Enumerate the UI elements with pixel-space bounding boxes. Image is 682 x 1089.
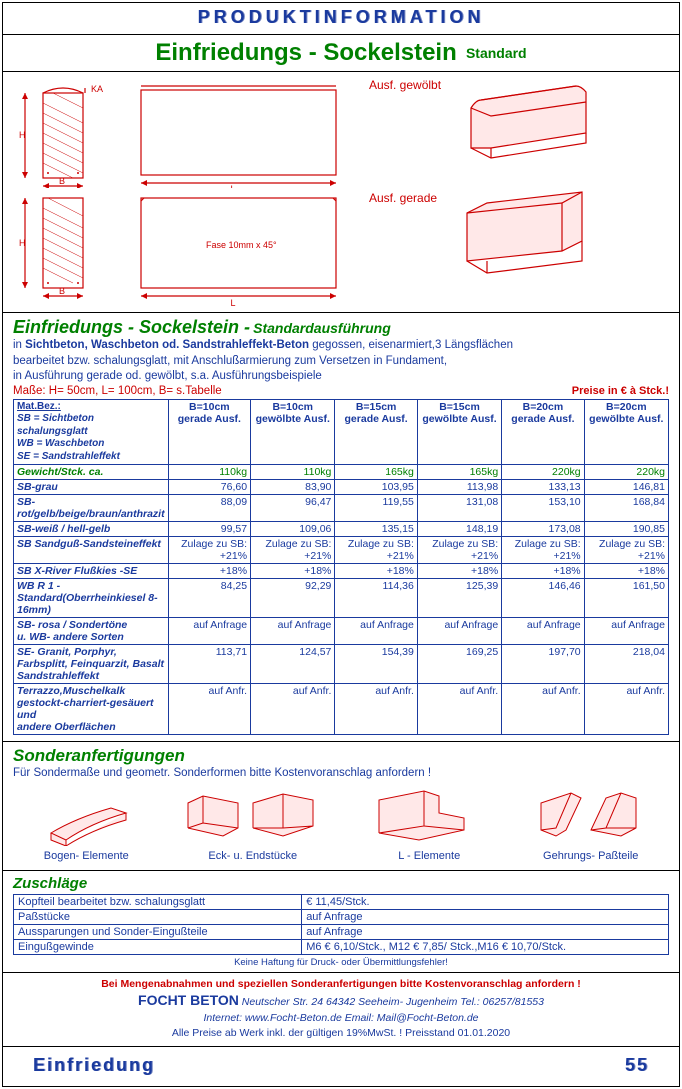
sonder-section: Sonderanfertigungen Für Sondermaße und g… [3, 741, 679, 870]
title-bar: Einfriedungs - Sockelstein Standard [3, 34, 679, 72]
product-section: Einfriedungs - Sockelstein - Standardaus… [3, 312, 679, 741]
legend-title: Mat.Bez.: [17, 401, 61, 412]
legend-sb: SB = Sichtbeton schalungsglatt [17, 413, 94, 437]
page-number: 55 [625, 1055, 649, 1076]
zuschlag-section: Zuschläge Kopfteil bearbeitet bzw. schal… [3, 870, 679, 972]
svg-text:L: L [230, 184, 235, 188]
footer-text: Einfriedung [33, 1055, 155, 1075]
svg-text:H: H [19, 130, 26, 140]
company-addr: Neutscher Str. 24 64342 Seeheim- Jugenhe… [242, 996, 544, 1008]
product-heading-sub: Standardausführung [253, 320, 391, 336]
zuschlag-title: Zuschläge [13, 875, 669, 892]
svg-text:B: B [59, 176, 65, 186]
sonder-item-eck: Eck- u. Endstücke [183, 788, 323, 862]
legend-wb: WB = Waschbeton [17, 438, 104, 449]
sonder-item-bogen: Bogen- Elemente [36, 788, 136, 862]
title-main: Einfriedungs - Sockelstein [155, 39, 456, 66]
no-liability: Keine Haftung für Druck- oder Übermittlu… [13, 955, 669, 970]
side-view-straight: Fase 10mm x 45° L [131, 188, 356, 308]
sonder-title: Sonderanfertigungen [13, 746, 669, 766]
dimensions: Maße: H= 50cm, L= 100cm, B= s.Tabelle [13, 385, 222, 397]
legend-se: SE = Sandstrahleffekt [17, 451, 120, 462]
title-sub: Standard [466, 45, 527, 61]
sonder-item-gehrung: Gehrungs- Paßteile [536, 788, 646, 862]
ausf-straight-label: Ausf. gerade [369, 191, 437, 205]
page-footer: Einfriedung 55 [3, 1046, 679, 1086]
ka-label: KA [91, 84, 103, 94]
company-footer: Bei Mengenabnahmen und speziellen Sonder… [3, 972, 679, 1047]
front-view-curved: H B KA [13, 78, 118, 188]
side-view-curved: L [131, 78, 356, 188]
ausf-curved-label: Ausf. gewölbt [369, 78, 441, 92]
company-web: Internet: www.Focht-Beton.de Email: Mail… [203, 1012, 478, 1024]
company-note: Bei Mengenabnahmen und speziellen Sonder… [9, 977, 673, 992]
svg-text:B: B [59, 286, 65, 296]
page-header: PRODUKTINFORMATION [3, 3, 679, 34]
company-price: Alle Preise ab Werk inkl. der gültigen 1… [9, 1026, 673, 1041]
desc-3: in Ausführung gerade od. gewölbt, s.a. A… [13, 369, 669, 385]
zuschlag-table: Kopfteil bearbeitet bzw. schalungsglatt€… [13, 894, 669, 955]
sonder-note: Für Sondermaße und geometr. Sonderformen… [13, 766, 669, 782]
product-heading: Einfriedungs - Sockelstein - [13, 317, 250, 337]
diagram-area: H B KA H [3, 72, 679, 312]
front-view-straight: H B [13, 188, 118, 303]
price-table: Mat.Bez.: SB = Sichtbeton schalungsglatt… [13, 399, 669, 736]
company-name: FOCHT BETON [138, 992, 239, 1008]
svg-text:L: L [230, 298, 235, 308]
fase-label: Fase 10mm x 45° [206, 240, 277, 250]
svg-text:H: H [19, 238, 26, 248]
desc-1: in Sichtbeton, Waschbeton od. Sandstrahl… [13, 338, 669, 354]
sonder-item-l: L - Elemente [369, 788, 489, 862]
iso-curved [461, 78, 601, 173]
desc-2: bearbeitet bzw. schalungsglatt, mit Ansc… [13, 354, 669, 370]
price-note: Preise in € à Stck.! [572, 385, 669, 397]
iso-straight [457, 191, 597, 291]
